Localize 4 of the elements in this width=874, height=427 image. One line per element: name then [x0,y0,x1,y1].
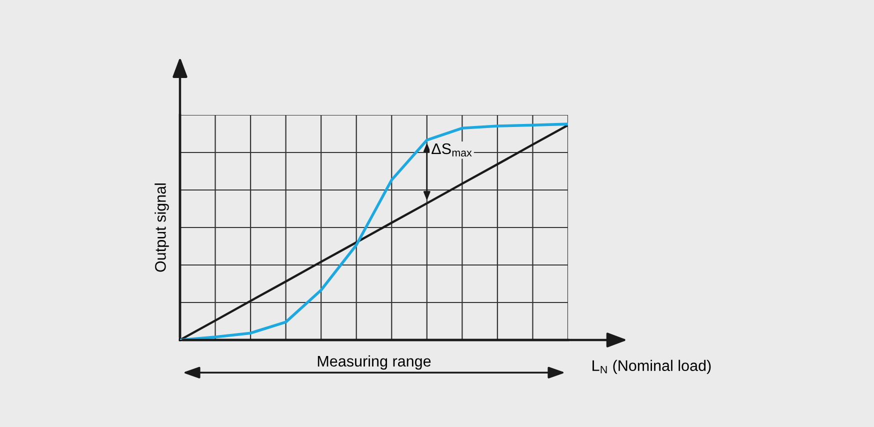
text: L$_{N}$ (Nominal load) [592,360,711,374]
annotation: ΔS$_{max}$ [432,143,472,157]
y-axis-title: Output signal [154,184,169,272]
text: Measuring range [318,355,431,370]
